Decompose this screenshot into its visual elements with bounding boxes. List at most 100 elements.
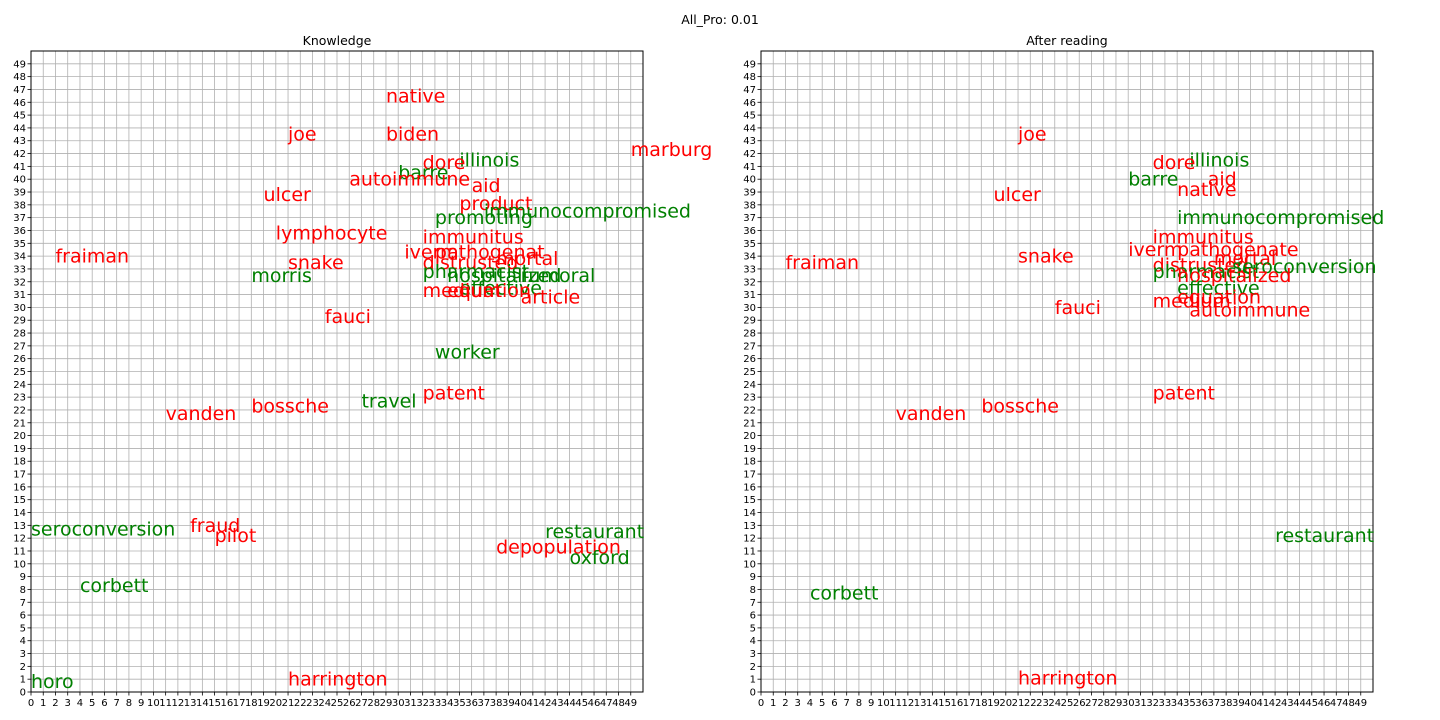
word-label: pathogenat: [435, 242, 545, 264]
panel-title: After reading: [1026, 33, 1107, 48]
y-tick-label: 48: [13, 72, 26, 83]
word-label: fauci: [1055, 297, 1101, 319]
x-tick-label: 31: [404, 698, 417, 709]
x-tick-label: 49: [624, 698, 637, 709]
x-tick-label: 43: [1281, 698, 1294, 709]
y-tick-label: 26: [13, 354, 26, 365]
x-tick-label: 39: [1232, 698, 1245, 709]
x-tick-label: 42: [1269, 698, 1282, 709]
word-label: illinois: [1189, 149, 1249, 171]
x-tick-label: 28: [1097, 698, 1110, 709]
x-tick-label: 15: [208, 698, 221, 709]
word-label: bossche: [981, 396, 1059, 418]
x-tick-label: 9: [868, 698, 874, 709]
word-label: iverm: [404, 242, 458, 264]
x-tick-label: 28: [367, 698, 380, 709]
y-tick-label: 17: [13, 470, 26, 481]
x-tick-label: 39: [502, 698, 515, 709]
word-label: horo: [31, 671, 74, 693]
word-label: promoting: [435, 207, 533, 229]
y-tick-label: 5: [20, 623, 26, 634]
x-tick-label: 45: [575, 698, 588, 709]
y-tick-label: 16: [743, 482, 756, 493]
x-tick-label: 2: [52, 698, 58, 709]
word-label: native: [1177, 179, 1236, 201]
y-tick-label: 14: [13, 508, 26, 519]
word-label: hospitalized: [447, 265, 561, 287]
word-label: aid: [472, 175, 501, 197]
x-tick-label: 48: [1342, 698, 1355, 709]
word-label: joe: [287, 124, 317, 146]
x-tick-label: 6: [101, 698, 107, 709]
word-label: immunitus: [1153, 226, 1254, 248]
word-label: illinois: [459, 149, 519, 171]
y-tick-label: 19: [13, 444, 26, 455]
word-label: hospitalized: [1177, 265, 1291, 287]
word-label: autoimmune: [1189, 299, 1310, 321]
x-tick-label: 12: [172, 698, 185, 709]
x-tick-label: 35: [453, 698, 466, 709]
word-label: bossche: [251, 396, 329, 418]
x-tick-label: 20: [269, 698, 282, 709]
word-label: aid: [1208, 169, 1237, 191]
word-label: restaurant: [545, 521, 644, 543]
x-tick-label: 6: [831, 698, 837, 709]
x-tick-label: 25: [1061, 698, 1074, 709]
y-tick-label: 35: [743, 239, 756, 250]
x-tick-label: 3: [65, 698, 71, 709]
y-tick-label: 47: [743, 85, 756, 96]
y-tick-label: 38: [743, 200, 756, 211]
x-tick-label: 8: [126, 698, 132, 709]
y-tick-label: 5: [750, 623, 756, 634]
word-label: pharmacist: [423, 261, 529, 283]
x-tick-label: 40: [1244, 698, 1257, 709]
x-tick-label: 23: [1036, 698, 1049, 709]
y-tick-label: 22: [743, 405, 756, 416]
x-tick-label: 4: [807, 698, 813, 709]
x-tick-label: 34: [441, 698, 454, 709]
y-tick-label: 45: [743, 111, 756, 122]
y-tick-label: 47: [13, 85, 26, 96]
y-tick-label: 29: [743, 316, 756, 327]
y-tick-label: 39: [743, 188, 756, 199]
word-label: vanden: [896, 403, 967, 425]
word-label: marburg: [631, 139, 713, 161]
x-tick-label: 29: [1110, 698, 1123, 709]
y-tick-label: 27: [743, 341, 756, 352]
grid: [30, 51, 643, 693]
y-tick-label: 48: [743, 72, 756, 83]
y-tick-label: 16: [13, 482, 26, 493]
y-tick-label: 40: [13, 175, 26, 186]
y-tick-label: 34: [743, 252, 756, 263]
word-label: snake: [288, 252, 344, 274]
word-label: ulcer: [994, 184, 1041, 206]
x-tick-label: 36: [1195, 698, 1208, 709]
y-tick-label: 21: [743, 418, 756, 429]
word-label: article: [521, 287, 581, 309]
x-tick-label: 41: [526, 698, 539, 709]
y-tick-label: 9: [750, 572, 756, 583]
y-tick-label: 43: [13, 136, 26, 147]
y-tick-label: 37: [743, 213, 756, 224]
x-tick-label: 49: [1354, 698, 1367, 709]
y-tick-label: 8: [20, 585, 26, 596]
x-tick-label: 7: [113, 698, 119, 709]
word-label: restaurant: [1275, 525, 1374, 547]
word-label: barre: [398, 162, 448, 184]
y-tick-label: 1: [750, 675, 756, 686]
x-tick-label: 0: [758, 698, 764, 709]
word-label: native: [386, 85, 445, 107]
x-tick-label: 11: [159, 698, 172, 709]
word-label: dore: [423, 152, 466, 174]
x-tick-label: 44: [563, 698, 576, 709]
y-tick-label: 11: [13, 546, 26, 557]
word-label: effective: [1177, 278, 1260, 300]
x-tick-label: 5: [89, 698, 95, 709]
word-label: iverm: [1128, 239, 1182, 261]
y-tick-label: 17: [743, 470, 756, 481]
y-tick-label: 32: [13, 277, 26, 288]
y-tick-label: 18: [743, 457, 756, 468]
y-tick-label: 12: [13, 534, 26, 545]
y-tick-label: 13: [743, 521, 756, 532]
y-tick-label: 15: [13, 495, 26, 506]
